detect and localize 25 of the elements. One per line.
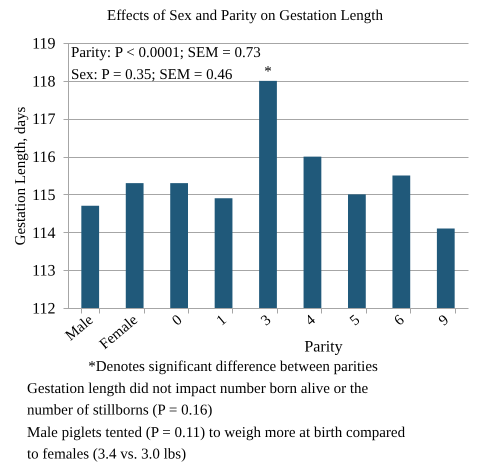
y-axis-title: Gestation Length, days [13, 106, 30, 246]
y-tick-label: 114 [32, 224, 56, 242]
annotation: Sex: P = 0.35; SEM = 0.46 [71, 67, 233, 83]
text: Male piglets tented (P = 0.11) to weigh more at birth compared to females (3.4 vs. 3.0 lbs) [27, 425, 406, 462]
annotation: * [264, 64, 272, 80]
x-tick-label: 0 [169, 312, 186, 330]
x-tick-label: 5 [347, 312, 364, 330]
x-tick-label: Male [62, 312, 97, 344]
chart-title: Effects of Sex and Parity on Gestation Length [107, 8, 384, 24]
x-tick-label: 9 [436, 312, 452, 330]
y-tick-label: 118 [32, 73, 56, 90]
x-tick-label: 6 [392, 312, 408, 330]
y-tick-label: 117 [32, 111, 56, 128]
text: *Denotes significant difference between parities [88, 359, 378, 375]
x-tick-label: 4 [302, 312, 320, 330]
x-tick-label: 3 [258, 312, 274, 330]
annotation: Parity: P < 0.0001; SEM = 0.73 [71, 45, 261, 61]
x-tick-label: 1 [214, 312, 230, 330]
y-tick-label: 115 [32, 186, 56, 204]
text: Gestation length did not impact number born alive or the number of stillborns (P = 0.16) [27, 381, 369, 418]
x-axis-title: Parity [304, 338, 343, 356]
y-tick-label: 112 [32, 300, 56, 318]
y-tick-label: 119 [32, 36, 56, 52]
y-tick-label: 116 [32, 149, 56, 166]
y-tick-label: 113 [32, 262, 56, 280]
